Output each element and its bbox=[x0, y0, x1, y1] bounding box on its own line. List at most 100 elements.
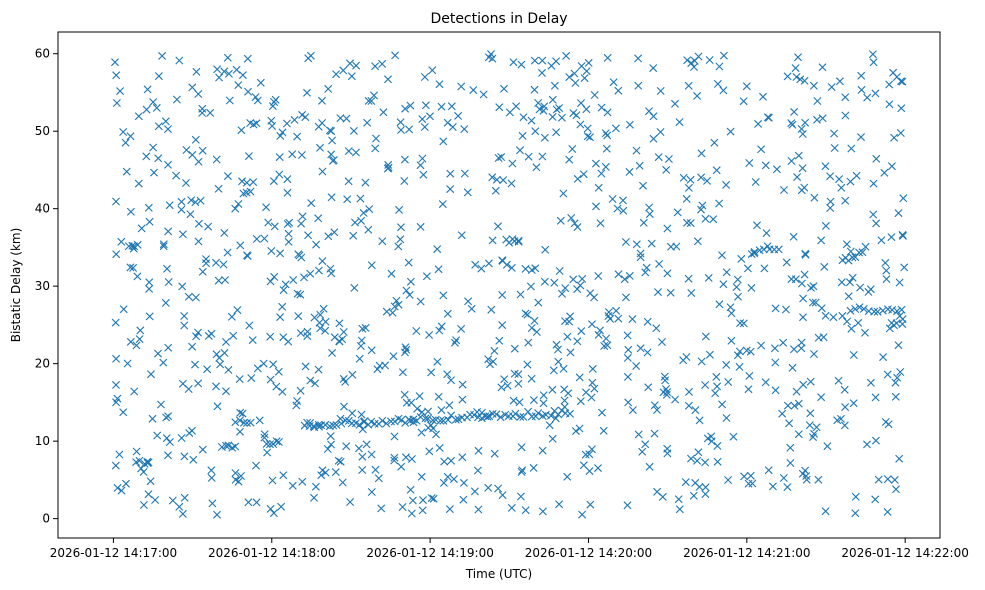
data-point bbox=[364, 119, 371, 126]
y-tick-label: 30 bbox=[35, 279, 50, 293]
data-point bbox=[746, 159, 753, 166]
data-point bbox=[319, 467, 326, 474]
data-point bbox=[566, 74, 573, 81]
data-point bbox=[475, 447, 482, 454]
data-point bbox=[444, 119, 451, 126]
data-point bbox=[604, 54, 611, 61]
data-point bbox=[794, 174, 801, 181]
data-point bbox=[748, 284, 755, 291]
data-point bbox=[403, 346, 410, 353]
data-point bbox=[793, 73, 800, 80]
data-point bbox=[654, 289, 661, 296]
data-point bbox=[169, 497, 176, 504]
data-point bbox=[848, 325, 855, 332]
data-point bbox=[166, 202, 173, 209]
data-point bbox=[279, 303, 286, 310]
data-point bbox=[495, 154, 502, 161]
data-point bbox=[302, 363, 309, 370]
data-point bbox=[131, 388, 138, 395]
data-point bbox=[112, 462, 119, 469]
data-point bbox=[872, 437, 879, 444]
data-point bbox=[365, 226, 372, 233]
data-point bbox=[723, 414, 730, 421]
data-point bbox=[530, 397, 537, 404]
data-point bbox=[577, 398, 584, 405]
data-point bbox=[336, 320, 343, 327]
data-point bbox=[694, 457, 701, 464]
data-point bbox=[213, 511, 220, 518]
data-point bbox=[572, 428, 579, 435]
data-point bbox=[842, 112, 849, 119]
data-point bbox=[155, 155, 162, 162]
data-point bbox=[645, 384, 652, 391]
data-point bbox=[173, 96, 180, 103]
data-point bbox=[801, 184, 808, 191]
data-point bbox=[800, 295, 807, 302]
data-point bbox=[737, 320, 744, 327]
data-point bbox=[577, 121, 584, 128]
data-point bbox=[409, 497, 416, 504]
data-point bbox=[371, 420, 378, 427]
data-point bbox=[574, 338, 581, 345]
data-point bbox=[658, 338, 665, 345]
data-point bbox=[702, 491, 709, 498]
data-point bbox=[663, 166, 670, 173]
data-point bbox=[622, 238, 629, 245]
data-point bbox=[847, 248, 854, 255]
data-point bbox=[560, 190, 567, 197]
data-point bbox=[459, 396, 466, 403]
data-point bbox=[882, 259, 889, 266]
data-point bbox=[528, 324, 535, 331]
data-point bbox=[671, 100, 678, 107]
data-point bbox=[633, 241, 640, 248]
data-point bbox=[674, 209, 681, 216]
data-point bbox=[818, 237, 825, 244]
data-point bbox=[899, 78, 906, 85]
data-point bbox=[852, 493, 859, 500]
data-point bbox=[741, 473, 748, 480]
data-point bbox=[516, 147, 523, 154]
data-point bbox=[664, 270, 671, 277]
data-point bbox=[882, 418, 889, 425]
data-point bbox=[349, 371, 356, 378]
data-point bbox=[848, 145, 855, 152]
data-point bbox=[319, 119, 326, 126]
data-point bbox=[498, 153, 505, 160]
data-point bbox=[164, 452, 171, 459]
data-point bbox=[795, 431, 802, 438]
data-point bbox=[270, 178, 277, 185]
data-point bbox=[162, 118, 169, 125]
data-point bbox=[587, 501, 594, 508]
data-point bbox=[276, 171, 283, 178]
data-point bbox=[764, 114, 771, 121]
data-point bbox=[696, 417, 703, 424]
data-point bbox=[351, 219, 358, 226]
data-point bbox=[178, 198, 185, 205]
data-point bbox=[827, 204, 834, 211]
data-point bbox=[277, 314, 284, 321]
data-point bbox=[239, 72, 246, 79]
data-point bbox=[799, 314, 806, 321]
data-point bbox=[265, 219, 272, 226]
data-point bbox=[615, 87, 622, 94]
data-point bbox=[714, 458, 721, 465]
data-point bbox=[687, 455, 694, 462]
data-point bbox=[248, 375, 255, 382]
data-point bbox=[468, 305, 475, 312]
data-point bbox=[499, 291, 506, 298]
data-point bbox=[440, 292, 447, 299]
data-point bbox=[624, 502, 631, 509]
data-point bbox=[362, 179, 369, 186]
data-point bbox=[746, 372, 753, 379]
data-point bbox=[285, 238, 292, 245]
data-point bbox=[516, 399, 523, 406]
data-point bbox=[224, 173, 231, 180]
data-point bbox=[214, 403, 221, 410]
data-point bbox=[874, 308, 881, 315]
data-point bbox=[434, 358, 441, 365]
data-point bbox=[624, 373, 631, 380]
data-point bbox=[600, 427, 607, 434]
data-point bbox=[839, 312, 846, 319]
data-point bbox=[315, 267, 322, 274]
data-point bbox=[867, 379, 874, 386]
